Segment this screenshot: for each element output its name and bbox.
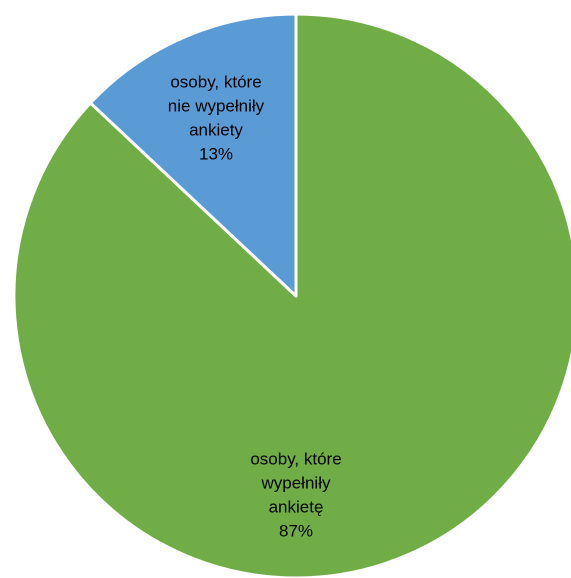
slice-category-label-line: osoby, które [250,449,341,468]
slice-category-label-line: ankietę [269,497,324,516]
slice-label-0: osoby, które wypełniły ankietę 87% [250,449,341,540]
slice-category-label-line: wypełniły [261,473,331,492]
slice-category-label-line: ankiety [189,120,243,139]
slice-category-label-line: nie wypełniły [168,96,265,115]
slice-category-label-line: osoby, które [170,72,261,91]
pie-slice-1 [88,12,298,298]
slice-value-label: 87% [279,521,313,540]
slice-label-1: osoby, które nie wypełniły ankiety 13% [168,72,265,163]
slice-value-label: 13% [199,144,233,163]
pie-slice-0 [12,12,571,578]
